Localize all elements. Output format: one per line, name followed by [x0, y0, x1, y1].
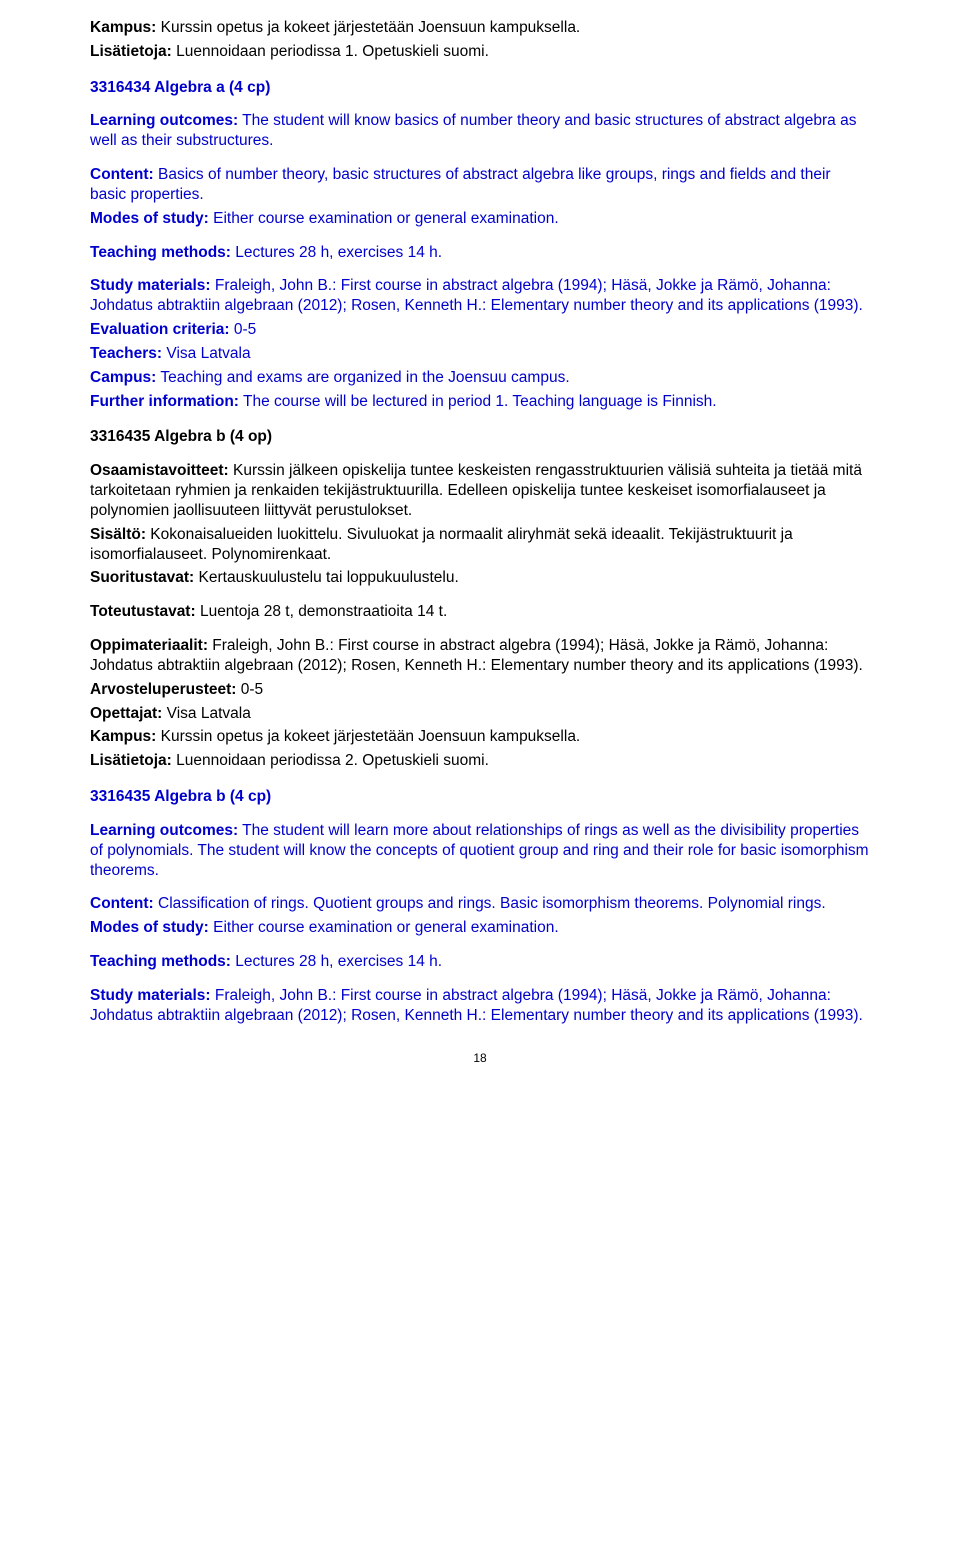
toteutus-label: Toteutustavat:: [90, 603, 196, 620]
course1-content: Content: Basics of number theory, basic …: [90, 165, 870, 205]
course2-osaamis: Osaamistavoitteet: Kurssin jälkeen opisk…: [90, 461, 870, 520]
page-number: 18: [90, 1051, 870, 1066]
suoritus-text: Kertauskuulustelu tai loppukuulustelu.: [194, 569, 459, 586]
content-label: Content:: [90, 166, 154, 183]
content3-label: Content:: [90, 895, 154, 912]
course1-teachers: Teachers: Visa Latvala: [90, 344, 870, 364]
course1-eval: Evaluation criteria: 0-5: [90, 320, 870, 340]
osaamis-label: Osaamistavoitteet:: [90, 462, 229, 479]
course2-suoritus: Suoritustavat: Kertauskuulustelu tai lop…: [90, 568, 870, 588]
outcomes3-label: Learning outcomes:: [90, 822, 238, 839]
kampus2-label: Kampus:: [90, 728, 156, 745]
course1-modes: Modes of study: Either course examinatio…: [90, 209, 870, 229]
kampus2-text: Kurssin opetus ja kokeet järjestetään Jo…: [156, 728, 580, 745]
course1-outcomes: Learning outcomes: The student will know…: [90, 111, 870, 151]
lisatietoja2-label: Lisätietoja:: [90, 752, 172, 769]
course2-oppi: Oppimateriaalit: Fraleigh, John B.: Firs…: [90, 636, 870, 676]
content-text: Basics of number theory, basic structure…: [90, 166, 831, 203]
toteutus-text: Luentoja 28 t, demonstraatioita 14 t.: [196, 603, 448, 620]
course2-title: 3316435 Algebra b (4 op): [90, 427, 870, 447]
arvo-label: Arvosteluperusteet:: [90, 681, 236, 698]
sisalto-text: Kokonaisalueiden luokittelu. Sivuluokat …: [90, 526, 793, 563]
course3-materials: Study materials: Fraleigh, John B.: Firs…: [90, 986, 870, 1026]
course2-lisatietoja: Lisätietoja: Luennoidaan periodissa 2. O…: [90, 751, 870, 771]
opettajat-label: Opettajat:: [90, 705, 162, 722]
course3-methods: Teaching methods: Lectures 28 h, exercis…: [90, 952, 870, 972]
kampus-text: Kurssin opetus ja kokeet järjestetään Jo…: [156, 19, 580, 36]
eval-text: 0-5: [230, 321, 257, 338]
oppi-label: Oppimateriaalit:: [90, 637, 208, 654]
course1-materials: Study materials: Fraleigh, John B.: Firs…: [90, 276, 870, 316]
campus-text: Teaching and exams are organized in the …: [156, 369, 569, 386]
course2-arvo: Arvosteluperusteet: 0-5: [90, 680, 870, 700]
outcomes-label: Learning outcomes:: [90, 112, 238, 129]
methods-text: Lectures 28 h, exercises 14 h.: [231, 244, 442, 261]
kampus-label: Kampus:: [90, 19, 156, 36]
course2-sisalto: Sisältö: Kokonaisalueiden luokittelu. Si…: [90, 525, 870, 565]
methods-label: Teaching methods:: [90, 244, 231, 261]
modes-text: Either course examination or general exa…: [209, 210, 559, 227]
further-label: Further information:: [90, 393, 239, 410]
course3-outcomes: Learning outcomes: The student will lear…: [90, 821, 870, 880]
course3-content: Content: Classification of rings. Quotie…: [90, 894, 870, 914]
methods3-text: Lectures 28 h, exercises 14 h.: [231, 953, 442, 970]
course3-modes: Modes of study: Either course examinatio…: [90, 918, 870, 938]
campus-label: Campus:: [90, 369, 156, 386]
lisatietoja-text: Luennoidaan periodissa 1. Opetuskieli su…: [172, 43, 489, 60]
teachers-text: Visa Latvala: [162, 345, 250, 362]
eval-label: Evaluation criteria:: [90, 321, 230, 338]
further-text: The course will be lectured in period 1.…: [239, 393, 717, 410]
document-page: Kampus: Kurssin opetus ja kokeet järjest…: [0, 0, 960, 1097]
lisatietoja-label: Lisätietoja:: [90, 43, 172, 60]
lisatietoja2-text: Luennoidaan periodissa 2. Opetuskieli su…: [172, 752, 489, 769]
content3-text: Classification of rings. Quotient groups…: [154, 895, 826, 912]
course1-title: 3316434 Algebra a (4 cp): [90, 78, 870, 98]
lisatietoja-line: Lisätietoja: Luennoidaan periodissa 1. O…: [90, 42, 870, 62]
course2-toteutus: Toteutustavat: Luentoja 28 t, demonstraa…: [90, 602, 870, 622]
materials3-label: Study materials:: [90, 987, 211, 1004]
course2-opettajat: Opettajat: Visa Latvala: [90, 704, 870, 724]
sisalto-label: Sisältö:: [90, 526, 146, 543]
course2-kampus: Kampus: Kurssin opetus ja kokeet järjest…: [90, 727, 870, 747]
modes3-label: Modes of study:: [90, 919, 209, 936]
course1-campus: Campus: Teaching and exams are organized…: [90, 368, 870, 388]
kampus-line: Kampus: Kurssin opetus ja kokeet järjest…: [90, 18, 870, 38]
course1-further: Further information: The course will be …: [90, 392, 870, 412]
materials-label: Study materials:: [90, 277, 211, 294]
course3-title: 3316435 Algebra b (4 cp): [90, 787, 870, 807]
suoritus-label: Suoritustavat:: [90, 569, 194, 586]
methods3-label: Teaching methods:: [90, 953, 231, 970]
opettajat-text: Visa Latvala: [162, 705, 250, 722]
arvo-text: 0-5: [236, 681, 263, 698]
teachers-label: Teachers:: [90, 345, 162, 362]
modes-label: Modes of study:: [90, 210, 209, 227]
course1-methods: Teaching methods: Lectures 28 h, exercis…: [90, 243, 870, 263]
modes3-text: Either course examination or general exa…: [209, 919, 559, 936]
